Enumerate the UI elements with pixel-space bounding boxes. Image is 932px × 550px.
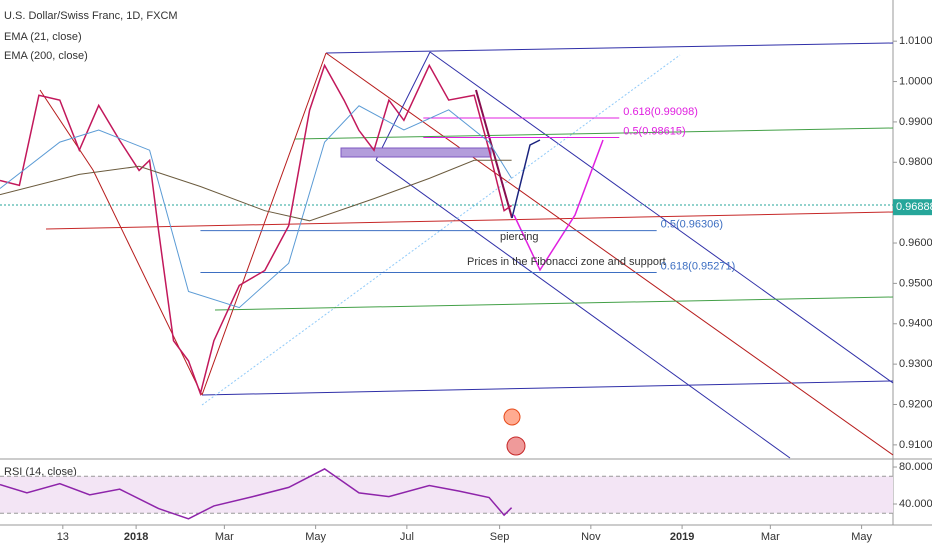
last-price-label: 0.96888 bbox=[896, 201, 932, 213]
trend-line bbox=[92, 169, 203, 396]
fib-label: 0.5(0.96306) bbox=[661, 219, 723, 231]
legend-entry: EMA (21, close) bbox=[4, 31, 82, 43]
last-price-box bbox=[893, 199, 932, 216]
support-line bbox=[214, 296, 894, 311]
drawings bbox=[0, 42, 894, 459]
trend-line bbox=[325, 52, 894, 456]
fib-diagonal bbox=[201, 54, 681, 406]
pitchfork-lower bbox=[201, 380, 894, 396]
x-tick-label: 2018 bbox=[124, 531, 148, 543]
rsi-band bbox=[0, 476, 893, 514]
support-line bbox=[294, 127, 894, 140]
fib-label: 0.618(0.95271) bbox=[661, 260, 736, 272]
trend-line bbox=[39, 89, 94, 171]
x-tick-label: Mar bbox=[761, 531, 780, 543]
annotation: piercing bbox=[500, 231, 539, 243]
x-tick-label: 13 bbox=[57, 531, 69, 543]
y-tick-label: 40.0000 bbox=[899, 498, 932, 510]
icon bbox=[503, 408, 521, 426]
x-tick-label: Mar bbox=[215, 531, 234, 543]
y-tick-label: 0.91000 bbox=[899, 439, 932, 451]
legend-entry: RSI (14, close) bbox=[4, 466, 77, 478]
channel-line bbox=[375, 159, 791, 459]
legend-entry: EMA (200, close) bbox=[4, 50, 88, 62]
zone-box bbox=[340, 147, 492, 158]
arrow bbox=[513, 139, 604, 272]
channel-line bbox=[429, 51, 894, 384]
fib-label: 0.618(0.99098) bbox=[623, 106, 698, 118]
pitchfork-upper bbox=[325, 42, 894, 54]
y-tick-label: 80.0000 bbox=[899, 461, 932, 473]
x-tick-label: Sep bbox=[490, 531, 510, 543]
series-line bbox=[0, 468, 513, 520]
annotation: Prices in the Fibonacci zone and support bbox=[467, 256, 666, 268]
fib-label: 0.5(0.98615) bbox=[623, 125, 685, 137]
icon bbox=[506, 436, 526, 456]
support-line bbox=[45, 211, 894, 230]
x-tick-label: May bbox=[305, 531, 326, 543]
trend-line bbox=[201, 52, 327, 396]
x-tick-label: 2019 bbox=[670, 531, 694, 543]
y-tick-label: 1.01000 bbox=[899, 35, 932, 47]
x-tick-label: May bbox=[851, 531, 872, 543]
x-tick-label: Nov bbox=[581, 531, 601, 543]
chart-title: U.S. Dollar/Swiss Franc, 1D, FXCM bbox=[4, 10, 178, 22]
arrow bbox=[511, 139, 541, 219]
channel-line bbox=[375, 51, 431, 161]
series-line bbox=[0, 105, 513, 309]
series-line bbox=[0, 159, 512, 222]
series-line bbox=[0, 63, 513, 397]
x-tick-label: Jul bbox=[400, 531, 414, 543]
arrow bbox=[475, 89, 513, 219]
